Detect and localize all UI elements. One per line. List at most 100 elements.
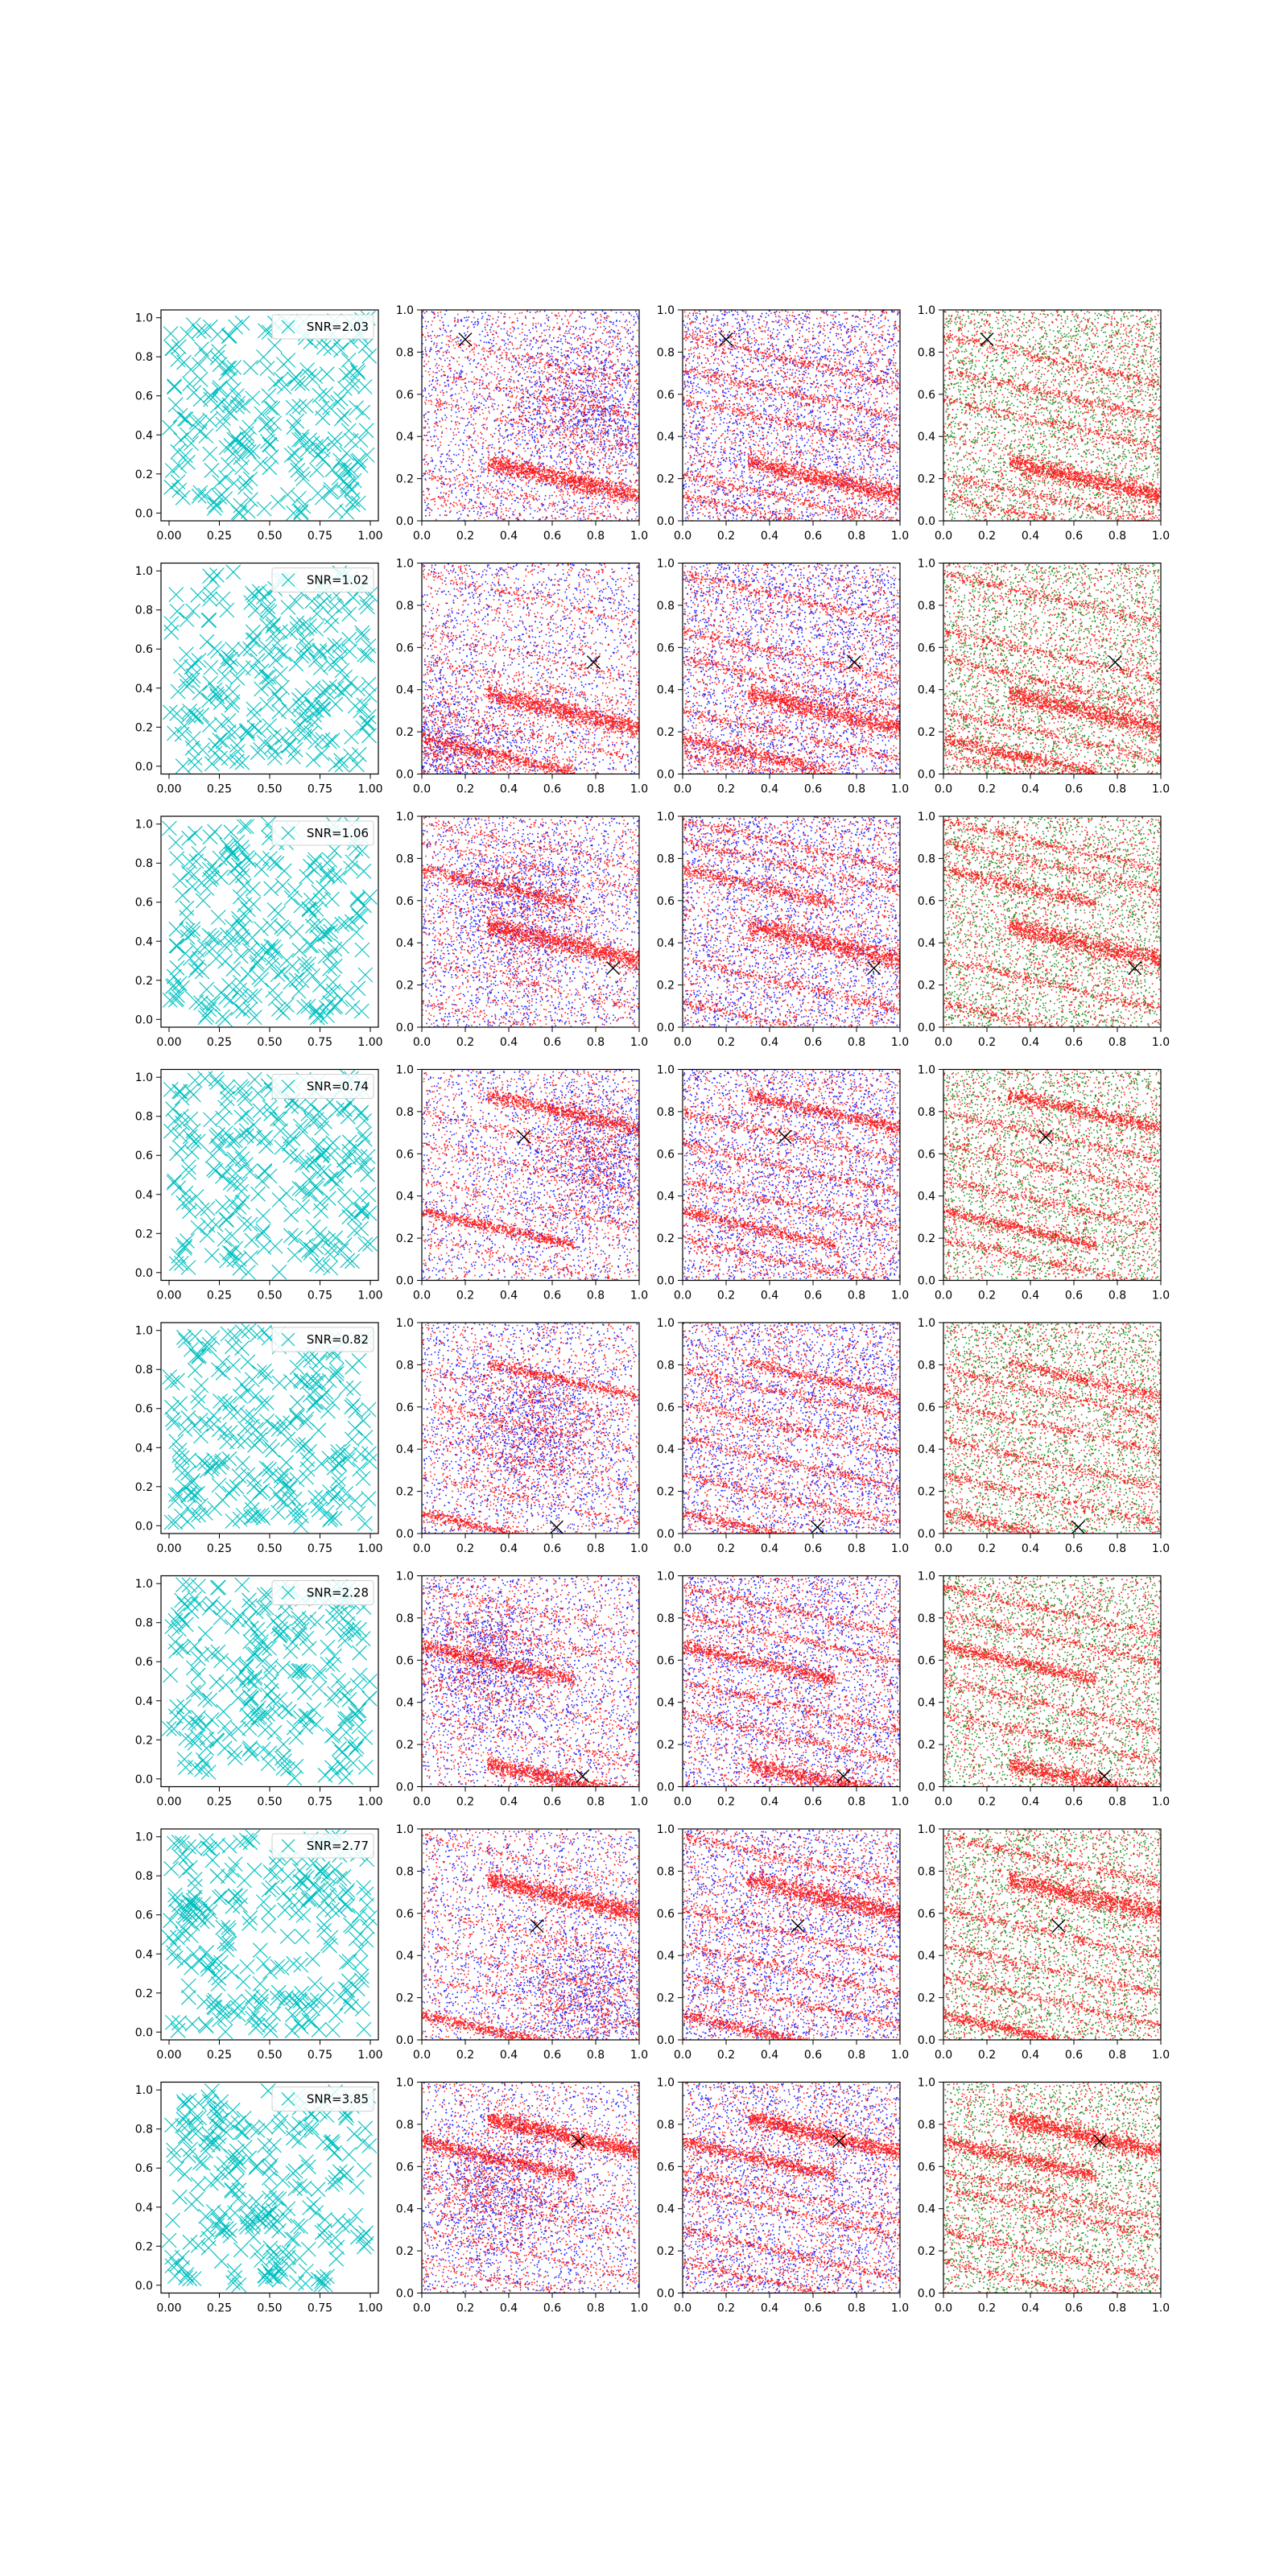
x-tick-label: 0.4 [1022,1796,1039,1809]
y-tick-label: 0.2 [657,980,675,993]
legend-label: SNR=1.06 [307,826,369,840]
x-tick-label: 0.2 [717,2049,735,2062]
x-tick-label: 0.8 [1108,530,1126,543]
x-tick-label: 0.50 [257,2049,282,2062]
x-tick-label: 0.4 [1022,1542,1039,1555]
legend: SNR=1.06 [272,821,374,845]
target-x-marker [1108,656,1121,669]
scatter-panel: 0.0 0.2 0.4 0.6 0.8 1.00.00.20.40.60.81.0 [918,811,1170,1049]
y-tick-label: 0.8 [918,2119,935,2132]
x-tick-label: 0.0 [935,2049,952,2062]
x-tick-label: 0.0 [674,2049,691,2062]
x-tick-label: 1.0 [1152,2049,1170,2062]
scatter-panel: 0.0 0.2 0.4 0.6 0.8 1.00.00.20.40.60.81.0 [396,558,648,796]
y-tick-label: 0.0 [918,515,935,528]
x-tick-label: 0.2 [456,530,474,543]
x-tick-label: 0.0 [674,1290,691,1302]
x-tick-label: 0.4 [761,1036,778,1049]
axes-frame [161,1070,378,1281]
legend: SNR=2.28 [272,1581,374,1605]
y-tick-label: 0.4 [135,1189,153,1202]
y-tick-label: 0.0 [135,1013,153,1026]
y-tick-label: 0.0 [918,1275,935,1288]
y-tick-label: 0.0 [135,1520,153,1533]
x-tick-label: 0.6 [804,2049,822,2062]
y-tick-label: 1.0 [918,1317,935,1330]
y-tick-label: 0.8 [396,346,414,359]
y-tick-label: 0.8 [135,1364,153,1377]
x-tick-label: 0.0 [413,1290,431,1302]
scatter-panel: 0.0 0.2 0.4 0.6 0.8 1.00.00.20.40.60.81.0 [918,558,1170,796]
x-tick-label: 0.2 [456,1542,474,1555]
snr-panel: SNR=3.850.00 0.25 0.50 0.75 1.000.00.20.40.6… [135,2083,383,2315]
y-tick-label: 0.2 [657,2245,675,2258]
target-x-marker [980,333,993,346]
x-tick-label: 1.0 [1152,1796,1170,1809]
x-tick-label: 1.0 [891,530,909,543]
x-tick-label: 0.8 [848,783,865,796]
red-points [943,1070,1162,1282]
x-tick-label: 0.6 [1065,2302,1083,2315]
scatter-panel: 0.0 0.2 0.4 0.6 0.8 1.00.00.20.40.60.81.0 [396,1823,648,2062]
x-tick-label: 1.00 [357,1542,382,1555]
x-tick-label: 0.0 [413,2302,431,2315]
y-tick-label: 0.4 [657,1191,675,1203]
x-tick-label: 1.0 [630,1290,648,1302]
x-tick-label: 0.0 [674,1036,691,1049]
x-tick-label: 0.75 [308,530,332,543]
scatter-panel: 0.0 0.2 0.4 0.6 0.8 1.00.00.20.40.60.81.0 [396,1064,648,1302]
y-tick-label: 0.6 [135,1150,153,1162]
y-tick-label: 0.0 [135,1773,153,1786]
x-tick-label: 0.6 [543,2302,561,2315]
x-tick-label: 0.8 [848,2302,865,2315]
y-tick-label: 0.8 [657,600,675,613]
y-tick-label: 0.4 [918,431,935,444]
x-tick-label: 0.6 [1065,1796,1083,1809]
y-tick-label: 0.8 [657,346,675,359]
legend-label: SNR=2.77 [307,1839,369,1853]
cyan-x-marker-set [163,565,377,774]
target-x-marker [1052,1920,1065,1933]
point-cloud [943,1070,1162,1282]
y-tick-label: 1.0 [657,811,675,824]
x-tick-label: 0.0 [674,783,691,796]
axes-frame [422,564,639,774]
x-tick-label: 1.00 [357,783,382,796]
target-x-marker [607,962,620,975]
x-tick-label: 0.0 [935,2302,952,2315]
x-tick-label: 0.2 [456,1036,474,1049]
x-tick-label: 0.4 [761,530,778,543]
axes-frame [683,1576,900,1787]
snr-panel: SNR=2.280.00 0.25 0.50 0.75 1.000.00.20.40.6… [135,1576,383,1809]
y-tick-label: 0.6 [135,1403,153,1416]
x-tick-label: 0.4 [761,2302,778,2315]
y-tick-label: 0.4 [396,1950,414,1963]
y-tick-label: 0.8 [918,1359,935,1372]
x-tick-label: 0.6 [543,530,561,543]
y-tick-label: 1.0 [918,304,935,317]
y-tick-label: 0.6 [657,642,675,654]
y-tick-label: 0.4 [657,2203,675,2216]
legend-label: SNR=2.03 [307,320,369,334]
target-x-marker [811,1521,824,1534]
cyan-x-marker-set [163,311,377,520]
x-tick-label: 0.6 [1065,1290,1083,1302]
x-tick-label: 0.4 [1022,783,1039,796]
y-tick-label: 1.0 [918,2077,935,2090]
x-tick-label: 0.4 [1022,1290,1039,1302]
scatter-panel: 0.0 0.2 0.4 0.6 0.8 1.00.00.20.40.60.81.0 [396,811,648,1049]
y-tick-label: 0.0 [918,1781,935,1794]
y-tick-label: 0.0 [657,1275,675,1288]
y-tick-label: 0.6 [396,1402,414,1414]
x-tick-label: 0.4 [500,1542,518,1555]
point-cloud [683,1070,902,1282]
x-tick-label: 0.2 [978,783,996,796]
y-tick-label: 0.2 [135,2240,153,2253]
x-tick-label: 0.4 [761,1796,778,1809]
blue-points [683,2083,902,2294]
legend-label: SNR=0.74 [307,1080,369,1094]
y-tick-label: 1.0 [396,1823,414,1836]
y-tick-label: 0.4 [135,1442,153,1455]
y-tick-label: 0.2 [396,980,414,993]
y-tick-label: 0.0 [657,2288,675,2301]
